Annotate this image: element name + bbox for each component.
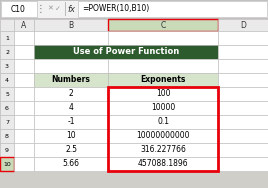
Bar bbox=[14, 45, 34, 59]
Bar bbox=[65, 2, 66, 16]
Text: Numbers: Numbers bbox=[51, 76, 90, 84]
Bar bbox=[0, 0, 268, 18]
Text: 3: 3 bbox=[5, 64, 9, 68]
Text: 6: 6 bbox=[5, 105, 9, 111]
Text: 5.66: 5.66 bbox=[62, 159, 80, 168]
Text: 1: 1 bbox=[5, 36, 9, 40]
Bar bbox=[218, 143, 268, 157]
Bar bbox=[0, 59, 14, 73]
Bar bbox=[34, 101, 108, 115]
Text: Exponents: Exponents bbox=[140, 76, 186, 84]
Text: 4: 4 bbox=[69, 104, 73, 112]
Text: 457088.1896: 457088.1896 bbox=[138, 159, 188, 168]
Bar bbox=[0, 157, 14, 171]
Bar bbox=[218, 129, 268, 143]
Bar bbox=[108, 73, 218, 87]
Bar bbox=[14, 143, 34, 157]
Bar bbox=[0, 31, 14, 45]
Text: 2.5: 2.5 bbox=[65, 146, 77, 155]
Text: ✕: ✕ bbox=[47, 6, 53, 12]
Bar bbox=[108, 59, 218, 73]
Bar bbox=[218, 157, 268, 171]
Bar bbox=[108, 19, 218, 31]
Bar bbox=[218, 59, 268, 73]
Bar bbox=[0, 115, 14, 129]
Bar bbox=[108, 31, 218, 45]
Text: D: D bbox=[240, 20, 246, 30]
Text: 100: 100 bbox=[156, 89, 170, 99]
Text: fx: fx bbox=[67, 5, 75, 14]
Text: 0.1: 0.1 bbox=[157, 118, 169, 127]
Bar bbox=[14, 59, 34, 73]
Bar bbox=[34, 73, 108, 87]
Bar bbox=[78, 1, 267, 17]
Text: ✓: ✓ bbox=[55, 6, 61, 12]
Bar bbox=[34, 157, 108, 171]
Bar bbox=[218, 45, 268, 59]
Bar bbox=[14, 19, 34, 31]
Bar bbox=[14, 129, 34, 143]
Bar bbox=[108, 115, 218, 129]
Bar bbox=[218, 73, 268, 87]
Bar bbox=[218, 31, 268, 45]
Bar bbox=[14, 73, 34, 87]
Bar bbox=[14, 87, 34, 101]
Bar bbox=[108, 101, 218, 115]
Text: =POWER(10,B10): =POWER(10,B10) bbox=[82, 5, 149, 14]
Text: 8: 8 bbox=[5, 133, 9, 139]
Text: 2: 2 bbox=[69, 89, 73, 99]
Bar bbox=[34, 59, 108, 73]
Bar bbox=[0, 143, 14, 157]
Text: 10000: 10000 bbox=[151, 104, 175, 112]
Bar bbox=[34, 45, 218, 59]
Text: B: B bbox=[68, 20, 73, 30]
Bar bbox=[108, 157, 218, 171]
Bar bbox=[108, 87, 218, 101]
Text: 316.227766: 316.227766 bbox=[140, 146, 186, 155]
Bar bbox=[218, 19, 268, 31]
Bar bbox=[14, 31, 34, 45]
Bar bbox=[218, 87, 268, 101]
Bar bbox=[34, 19, 108, 31]
Text: 9: 9 bbox=[5, 148, 9, 152]
Bar bbox=[1, 1, 37, 17]
Bar bbox=[108, 87, 218, 171]
Bar bbox=[14, 101, 34, 115]
Bar bbox=[0, 87, 14, 101]
Bar bbox=[108, 129, 218, 143]
Bar bbox=[14, 115, 34, 129]
Bar bbox=[218, 115, 268, 129]
Bar bbox=[0, 45, 14, 59]
Text: 10000000000: 10000000000 bbox=[136, 131, 190, 140]
Bar bbox=[0, 73, 14, 87]
Text: 10: 10 bbox=[66, 131, 76, 140]
Bar bbox=[0, 101, 14, 115]
Text: 7: 7 bbox=[5, 120, 9, 124]
Bar bbox=[34, 129, 108, 143]
Bar bbox=[34, 87, 108, 101]
Bar bbox=[0, 19, 14, 31]
Bar bbox=[218, 101, 268, 115]
Bar bbox=[34, 31, 108, 45]
Bar bbox=[108, 143, 218, 157]
Text: 2: 2 bbox=[5, 49, 9, 55]
Text: 5: 5 bbox=[5, 92, 9, 96]
Text: 10: 10 bbox=[3, 161, 11, 167]
Bar bbox=[0, 129, 14, 143]
Text: A: A bbox=[21, 20, 27, 30]
Text: Use of Power Function: Use of Power Function bbox=[73, 48, 179, 57]
Text: C: C bbox=[160, 20, 166, 30]
Text: C10: C10 bbox=[10, 5, 25, 14]
Text: -1: -1 bbox=[67, 118, 75, 127]
Bar bbox=[34, 115, 108, 129]
Text: ⋮: ⋮ bbox=[36, 4, 46, 14]
Bar bbox=[34, 143, 108, 157]
Bar bbox=[14, 157, 34, 171]
Text: 4: 4 bbox=[5, 77, 9, 83]
